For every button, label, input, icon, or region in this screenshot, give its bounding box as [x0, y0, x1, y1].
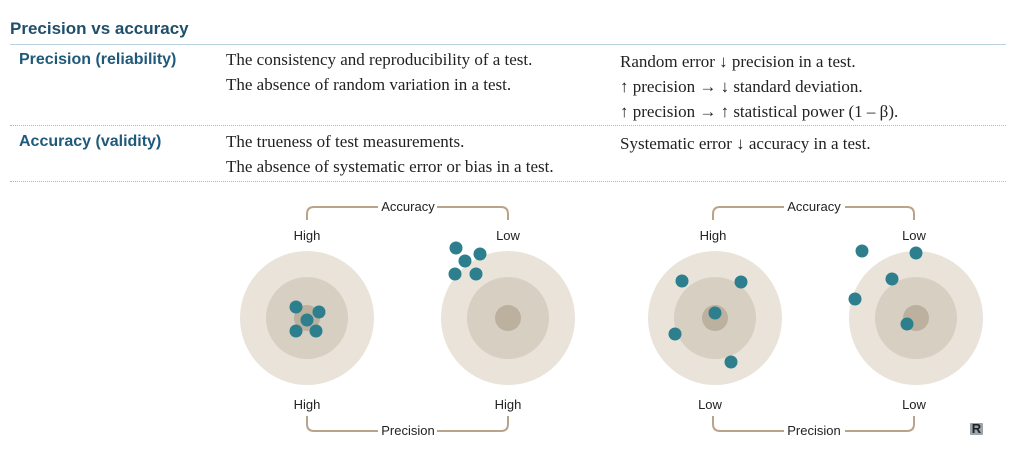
row-divider — [10, 181, 1006, 182]
target-bullseye — [495, 305, 521, 331]
definition-line: The absence of systematic error or bias … — [226, 157, 554, 176]
hit-dot — [312, 305, 326, 319]
note-line: ↑ precision → ↑ statistical power (1 – β… — [620, 102, 899, 121]
note-line: ↑ precision → ↓ standard deviation. — [620, 77, 863, 96]
note-line: Systematic error ↓ accuracy in a test. — [620, 134, 871, 153]
target-high-accuracy-high-precision — [240, 251, 374, 385]
hit-dot — [668, 327, 682, 341]
hit-dot — [900, 317, 914, 331]
note-line: Random error ↓ precision in a test. — [620, 52, 856, 71]
hit-dot — [469, 267, 483, 281]
hit-dot — [724, 355, 738, 369]
hit-dot — [855, 244, 869, 258]
accuracy-level-label: High — [700, 228, 727, 243]
title-divider — [10, 44, 1006, 45]
accuracy-bracket: Accuracy — [306, 199, 509, 220]
accuracy-level-label: Low — [902, 228, 926, 243]
target-high-accuracy-low-precision — [648, 251, 782, 385]
precision-label: Precision — [787, 423, 840, 438]
target-diagram: Accuracy Precision Accuracy Precision Hi… — [240, 199, 983, 438]
hit-dot — [300, 313, 314, 327]
hit-dot — [289, 300, 303, 314]
hit-dot — [734, 275, 748, 289]
accuracy-heading: Accuracy (validity) — [19, 133, 162, 150]
accuracy-definition: The trueness of test measurements. The a… — [226, 129, 554, 179]
target-low-accuracy-low-precision — [848, 244, 983, 385]
hit-dot — [473, 247, 487, 261]
hit-dot — [289, 324, 303, 338]
definition-line: The absence of random variation in a tes… — [226, 75, 512, 94]
page-title: Precision vs accuracy — [10, 19, 189, 38]
precision-level-label: High — [495, 397, 522, 412]
precision-label: Precision — [381, 423, 434, 438]
hit-dot — [848, 292, 862, 306]
hit-dot — [309, 324, 323, 338]
precision-heading: Precision (reliability) — [19, 51, 177, 68]
precision-bracket: Precision — [306, 416, 509, 438]
accuracy-bracket: Accuracy — [712, 199, 915, 220]
accuracy-level-label: Low — [496, 228, 520, 243]
accuracy-label: Accuracy — [787, 199, 841, 214]
precision-bracket: Precision — [712, 416, 915, 438]
definition-line: The trueness of test measurements. — [226, 132, 465, 151]
hit-dot — [675, 274, 689, 288]
accuracy-notes: Systematic error ↓ accuracy in a test. — [620, 131, 871, 156]
row-divider — [10, 125, 1006, 126]
precision-level-label: High — [294, 397, 321, 412]
svg-text:R: R — [972, 421, 982, 436]
hit-dot — [449, 241, 463, 255]
hit-dot — [909, 246, 923, 260]
accuracy-label: Accuracy — [381, 199, 435, 214]
accuracy-level-label: High — [294, 228, 321, 243]
precision-level-label: Low — [698, 397, 722, 412]
hit-dot — [885, 272, 899, 286]
definition-line: The consistency and reproducibility of a… — [226, 50, 533, 69]
hit-dot — [448, 267, 462, 281]
precision-notes: Random error ↓ precision in a test. ↑ pr… — [620, 49, 898, 124]
target-low-accuracy-high-precision — [441, 241, 575, 385]
publisher-logo-icon: R — [970, 421, 983, 436]
precision-level-label: Low — [902, 397, 926, 412]
precision-definition: The consistency and reproducibility of a… — [226, 47, 532, 97]
hit-dot — [708, 306, 722, 320]
hit-dot — [458, 254, 472, 268]
